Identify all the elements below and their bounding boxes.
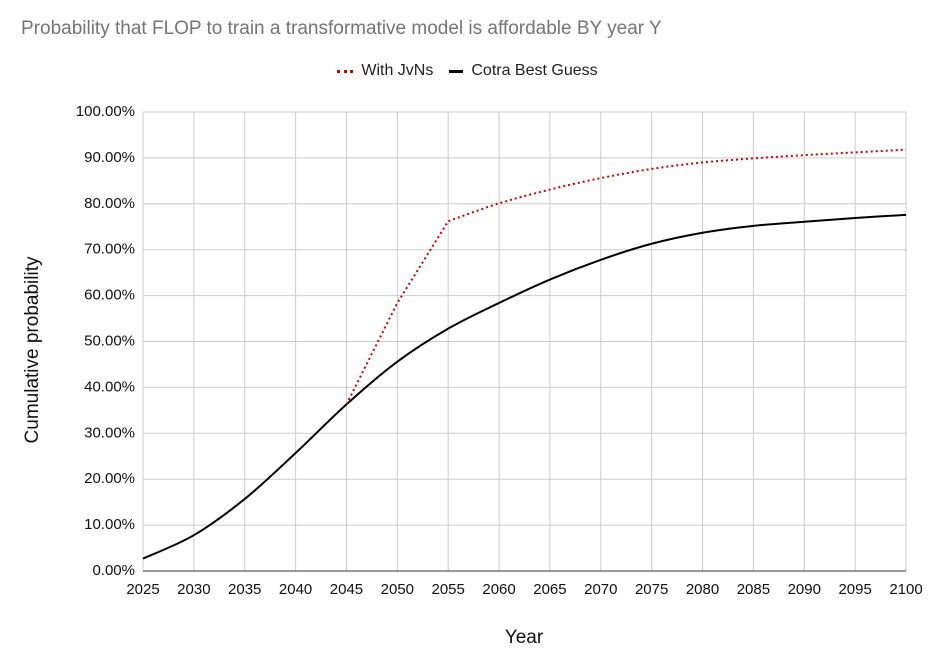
x-tick-label: 2080 bbox=[686, 581, 719, 598]
x-tick-label: 2040 bbox=[279, 581, 312, 598]
series-line-with-jvns bbox=[345, 148, 907, 405]
x-tick-label: 2100 bbox=[889, 581, 922, 598]
x-axis-ticks: 2025 2030 2035 2040 2045 2050 2055 2060 2065 2070… bbox=[126, 581, 922, 598]
x-tick-label: 2030 bbox=[177, 581, 210, 598]
legend-swatch-cotra-best-guess bbox=[449, 69, 464, 73]
x-tick-label: 2060 bbox=[482, 581, 515, 598]
chart-title: Probability that FLOP to train a transfo… bbox=[21, 18, 662, 39]
legend-item-with-jvns[interactable]: With JvNs bbox=[337, 62, 433, 80]
gridlines bbox=[142, 111, 907, 572]
x-tick-label: 2050 bbox=[381, 581, 414, 598]
y-tick-label: 80.00% bbox=[84, 195, 135, 212]
y-axis-ticks: 0.00% 10.00% 20.00% 30.00% 40.00% 50.00% 60.00… bbox=[76, 103, 135, 579]
series-line-cotra-best-guess bbox=[142, 213, 907, 560]
series-lines bbox=[142, 148, 907, 560]
x-tick-label: 2090 bbox=[788, 581, 821, 598]
x-tick-label: 2085 bbox=[737, 581, 770, 598]
y-tick-label: 30.00% bbox=[84, 424, 135, 441]
x-axis-title: Year bbox=[505, 627, 544, 648]
y-tick-label: 100.00% bbox=[76, 103, 135, 120]
x-tick-label: 2025 bbox=[126, 581, 159, 598]
x-tick-label: 2095 bbox=[838, 581, 871, 598]
y-tick-label: 0.00% bbox=[92, 562, 135, 579]
legend-label-cotra-best-guess: Cotra Best Guess bbox=[471, 62, 598, 79]
y-tick-label: 10.00% bbox=[84, 516, 135, 533]
x-tick-label: 2070 bbox=[584, 581, 617, 598]
x-tick-label: 2045 bbox=[330, 581, 363, 598]
y-tick-label: 60.00% bbox=[84, 287, 135, 304]
y-axis-title: Cumulative probability bbox=[22, 256, 43, 443]
x-tick-label: 2055 bbox=[432, 581, 465, 598]
x-tick-label: 2065 bbox=[533, 581, 566, 598]
legend-swatch-with-jvns bbox=[337, 69, 354, 73]
y-tick-label: 90.00% bbox=[84, 149, 135, 166]
x-tick-label: 2075 bbox=[635, 581, 668, 598]
y-tick-label: 70.00% bbox=[84, 241, 135, 258]
y-tick-label: 20.00% bbox=[84, 470, 135, 487]
y-tick-label: 50.00% bbox=[84, 332, 135, 349]
legend: With JvNs Cotra Best Guess bbox=[0, 62, 935, 80]
y-tick-label: 40.00% bbox=[84, 378, 135, 395]
legend-label-with-jvns: With JvNs bbox=[361, 62, 434, 79]
x-tick-label: 2035 bbox=[228, 581, 261, 598]
legend-item-cotra-best-guess[interactable]: Cotra Best Guess bbox=[449, 62, 598, 80]
